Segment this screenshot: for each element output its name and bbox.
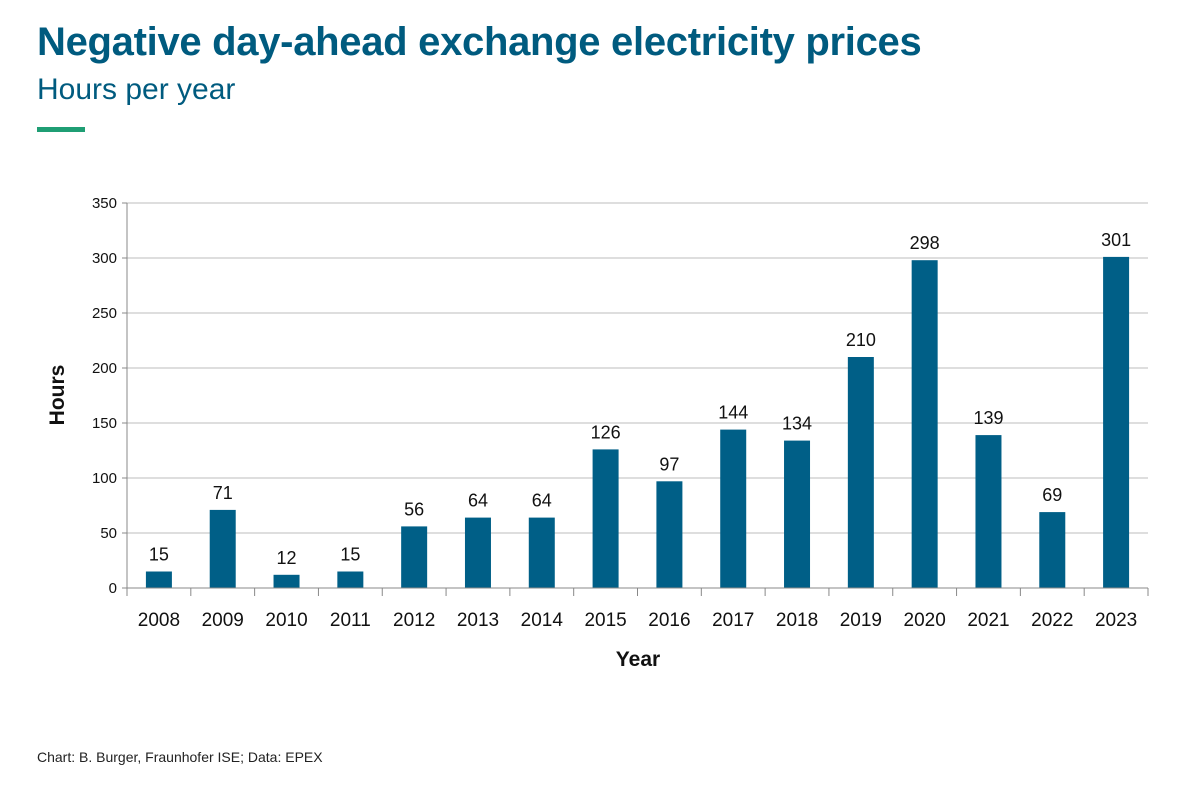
x-tick-label: 2015 [584, 610, 626, 631]
x-tick-label: 2010 [265, 610, 307, 631]
bar-2018 [784, 440, 811, 588]
bar-2012 [401, 526, 428, 588]
x-tick-label: 2013 [457, 610, 499, 631]
chart-subtitle: Hours per year [37, 73, 236, 106]
y-tick-label: 150 [92, 415, 117, 432]
data-label-2008: 15 [149, 545, 169, 565]
bar-2020 [911, 260, 938, 588]
source-note: Chart: B. Burger, Fraunhofer ISE; Data: … [37, 749, 323, 765]
x-tick-label: 2021 [967, 610, 1009, 631]
y-tick-label: 100 [92, 470, 117, 487]
bar-2016 [656, 481, 683, 588]
data-label-2021: 139 [973, 408, 1003, 428]
data-labels: 15 71 12 15 56 64 64 126 97 144 134 210 298 139 69 301 [149, 230, 1131, 568]
chart-title: Negative day-ahead exchange electricity … [37, 20, 922, 64]
bar-2008 [145, 571, 172, 588]
data-label-2011: 15 [340, 545, 360, 565]
x-tick-label: 2017 [712, 610, 754, 631]
data-label-2017: 144 [718, 403, 748, 423]
bar-2010 [273, 574, 300, 588]
x-axis-label: Year [616, 648, 660, 671]
x-tick-label: 2011 [330, 610, 371, 631]
bar-2014 [528, 517, 555, 588]
bar-2023 [1103, 256, 1130, 588]
y-axis-label: Hours [46, 365, 69, 426]
x-tick-label: 2020 [904, 610, 946, 631]
data-label-2015: 126 [591, 422, 621, 442]
bar-2013 [464, 517, 491, 588]
data-label-2022: 69 [1042, 485, 1062, 505]
bar-2009 [209, 509, 236, 588]
data-label-2020: 298 [910, 233, 940, 253]
y-tick-label: 250 [92, 305, 117, 322]
y-tick-label: 0 [109, 580, 117, 597]
bar-2011 [337, 571, 364, 588]
data-label-2010: 12 [277, 548, 297, 568]
x-tick-label: 2022 [1031, 610, 1073, 631]
x-tick-label: 2012 [393, 610, 435, 631]
y-tick-label: 350 [92, 195, 117, 212]
bar-2022 [1039, 512, 1066, 588]
bar-2017 [720, 429, 747, 588]
data-label-2016: 97 [659, 454, 679, 474]
bars [145, 256, 1130, 588]
data-label-2014: 64 [532, 491, 552, 511]
x-tick-label: 2016 [648, 610, 690, 631]
x-tick-label: 2019 [840, 610, 882, 631]
data-label-2019: 210 [846, 330, 876, 350]
x-tick-label: 2018 [776, 610, 818, 631]
x-tick-label: 2009 [202, 610, 244, 631]
data-label-2012: 56 [404, 499, 424, 519]
accent-bar [37, 127, 85, 132]
y-axis-ticks: 0 50 100 150 200 250 300 350 [92, 195, 127, 597]
bar-2019 [847, 357, 874, 588]
bar-2021 [975, 435, 1002, 588]
data-label-2009: 71 [213, 483, 233, 503]
x-tick-label: 2023 [1095, 610, 1137, 631]
data-label-2023: 301 [1101, 230, 1131, 250]
bar-2015 [592, 449, 619, 588]
y-tick-label: 50 [100, 525, 117, 542]
x-tick-label: 2008 [138, 610, 180, 631]
gridlines [127, 202, 1148, 534]
data-label-2013: 64 [468, 491, 488, 511]
y-tick-label: 300 [92, 250, 117, 267]
y-tick-label: 200 [92, 360, 117, 377]
x-axis-ticks: 2008 2009 2010 2011 2012 2013 2014 2015 2016 2017… [126, 588, 1149, 631]
x-tick-label: 2014 [521, 610, 564, 631]
data-label-2018: 134 [782, 414, 812, 434]
